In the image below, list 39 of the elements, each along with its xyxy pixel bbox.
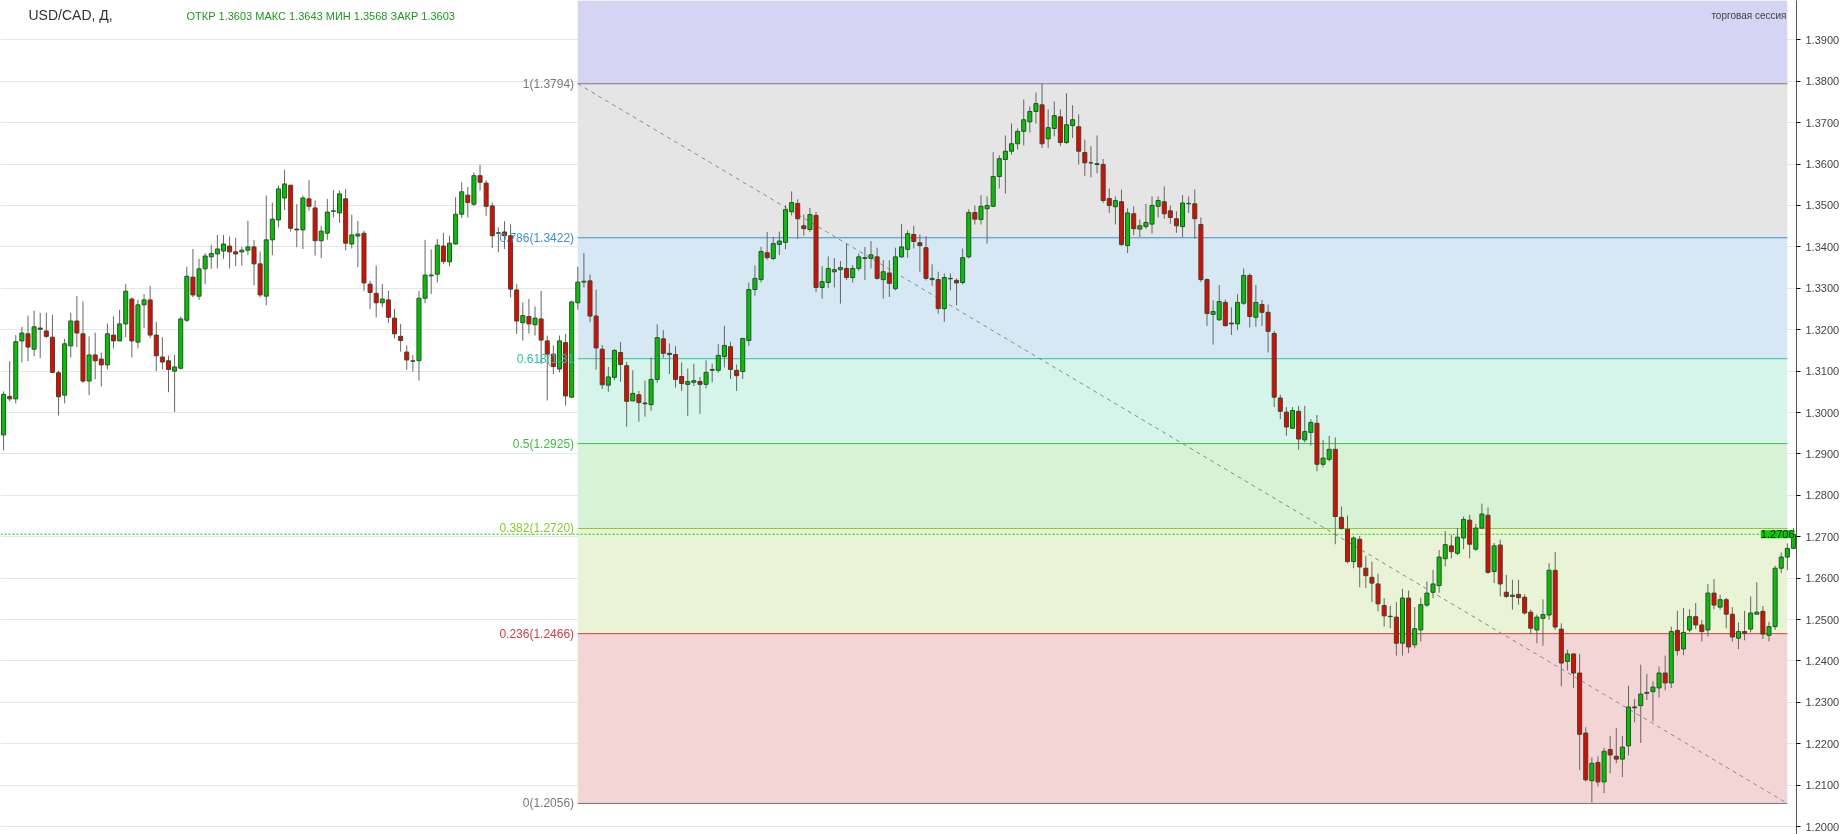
candlestick: [43, 312, 49, 339]
y-tick-label: 1.2200: [1805, 737, 1840, 750]
y-tick-label: 1.3200: [1805, 323, 1840, 336]
y-tick-label: 1.3300: [1805, 282, 1840, 295]
y-tick-label: 1.3500: [1805, 199, 1840, 212]
y-tick-label: 1.3900: [1805, 33, 1840, 46]
y-tick-label: 1.3700: [1805, 116, 1840, 129]
candlestick: [1082, 139, 1088, 177]
candlestick: [917, 233, 923, 273]
candlestick: [1369, 561, 1375, 603]
ref-line-label: 1.2706: [1760, 528, 1795, 541]
ref-line-label: 1(1.3794): [522, 76, 575, 91]
y-tick-label: 1.2500: [1805, 613, 1840, 626]
text: ОТКР 1.3603 МАКС 1.3643 МИН 1.3568 ЗАКР 1.3603: [186, 9, 455, 22]
candlestick: [398, 323, 404, 353]
y-tick-label: 1.3000: [1805, 406, 1840, 419]
candlestick: [367, 280, 373, 310]
y-tick-label: 1.3800: [1805, 75, 1840, 88]
ref-line-label: 0(1.2056): [522, 796, 575, 811]
y-tick-label: 1.2600: [1805, 572, 1840, 585]
y-tick-label: 1.2900: [1805, 447, 1840, 460]
chart-title: USD/CAD, Д,: [28, 6, 113, 23]
candlestick: [1363, 555, 1369, 589]
y-tick-label: 1.2300: [1805, 696, 1840, 709]
ref-line-label: 0.236(1.2466): [499, 626, 575, 641]
y-tick-label: 1.2800: [1805, 489, 1840, 502]
y-tick-label: 1.2100: [1805, 779, 1840, 792]
y-tick-label: 1.2400: [1805, 654, 1840, 667]
candlestick: [1381, 597, 1387, 628]
y-tick-label: 1.3600: [1805, 158, 1840, 171]
ref-line-label: 0.382(1.2720): [499, 521, 575, 536]
candlestick: [1375, 573, 1381, 612]
y-tick-label: 1.2700: [1805, 530, 1840, 543]
candlestick: [1338, 506, 1344, 531]
y-tick-label: 1.2000: [1805, 820, 1840, 833]
ref-line-label: 0.5(1.2925): [512, 436, 575, 451]
annotation: торговая сессия: [1711, 9, 1787, 21]
y-tick-label: 1.3400: [1805, 240, 1840, 253]
y-tick-label: 1.3100: [1805, 365, 1840, 378]
